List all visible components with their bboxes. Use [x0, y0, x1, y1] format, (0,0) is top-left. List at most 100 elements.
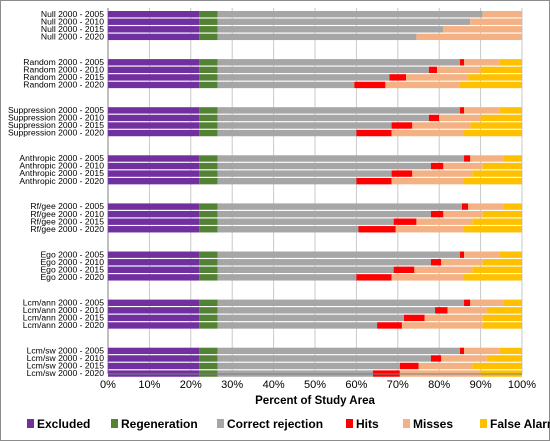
bar-segment-false-alarms — [464, 177, 522, 185]
bar-segment-correct-rejection — [217, 11, 483, 18]
bar-segment-regeneration — [199, 33, 218, 41]
category-label: Ego 2000 - 2010 — [40, 257, 104, 267]
bar-segment-excluded — [108, 59, 200, 66]
bar-segment-hits — [399, 362, 419, 370]
bar-segment-regeneration — [199, 307, 218, 314]
bar-segment-hits — [464, 299, 471, 306]
bar-segment-false-alarms — [464, 129, 522, 137]
bar-segment-misses — [439, 114, 481, 122]
bar-segment-misses — [416, 33, 522, 41]
bar-segment-hits — [464, 155, 471, 162]
bar-segment-misses — [482, 11, 522, 18]
bar-segment-regeneration — [199, 266, 218, 273]
bar-segment-misses — [470, 155, 504, 162]
bar-segment-correct-rejection — [217, 299, 465, 306]
bar-segment-misses — [468, 203, 504, 210]
bar-segment-misses — [412, 122, 471, 129]
bar-segment-hits — [459, 107, 465, 114]
bar-segment-misses — [437, 66, 481, 74]
bar-segment-regeneration — [199, 259, 218, 266]
bar-segment-hits — [356, 177, 392, 185]
bar-segment-regeneration — [199, 155, 218, 162]
bar-segment-excluded — [108, 203, 200, 210]
bar-segment-false-alarms — [482, 162, 522, 170]
category-label: Lcm/sw 2000 - 2005 — [27, 346, 105, 356]
bar-segment-misses — [464, 347, 500, 355]
category-label: Null 2000 - 2020 — [41, 31, 104, 41]
bar-segment-false-alarms — [472, 266, 522, 273]
x-tick-label: 10% — [138, 379, 160, 391]
x-tick-label: 80% — [428, 379, 450, 391]
bar-segment-regeneration — [199, 170, 218, 177]
bar-segment-excluded — [108, 347, 200, 355]
bar-segment-excluded — [108, 362, 200, 370]
bar-segment-excluded — [108, 162, 200, 170]
bar-segment-correct-rejection — [217, 210, 431, 218]
bar-segment-misses — [412, 170, 473, 177]
legend-swatch-regeneration — [111, 419, 118, 428]
x-axis: 0% 10% 20% 30% 40% 50% 60% 70% 80% 90% 100% — [100, 373, 536, 391]
bar-segment-regeneration — [199, 177, 218, 185]
bar-segment-excluded — [108, 170, 200, 177]
bar-segment-regeneration — [199, 114, 218, 122]
bar-segment-excluded — [108, 26, 200, 33]
bar-segment-false-alarms — [464, 226, 522, 233]
x-tick-label: 50% — [304, 379, 326, 391]
bar-segment-misses — [391, 129, 465, 137]
bar-segment-hits — [459, 347, 465, 355]
bar-segment-misses — [391, 274, 465, 281]
category-label: Ego 2000 - 2005 — [40, 249, 104, 259]
bar-segment-correct-rejection — [217, 129, 357, 137]
bar-segment-correct-rejection — [217, 33, 417, 41]
bar-segment-regeneration — [199, 322, 218, 329]
bar-segment-excluded — [108, 122, 200, 129]
bar-segment-correct-rejection — [217, 122, 392, 129]
category-label: Anthropic 2000 - 2010 — [19, 161, 104, 171]
bar-segment-misses — [464, 59, 500, 66]
category-label: Suppression 2000 - 2015 — [8, 120, 104, 130]
bar-segment-false-alarms — [472, 362, 522, 370]
bar-segment-hits — [435, 307, 448, 314]
category-label: Lcm/ann 2000 - 2015 — [23, 313, 104, 323]
category-label: Ego 2000 - 2020 — [40, 272, 104, 282]
category-label: Random 2000 - 2020 — [23, 80, 104, 90]
bar-segment-regeneration — [199, 162, 218, 170]
bar-segment-correct-rejection — [217, 59, 460, 66]
bar-segment-misses — [395, 226, 465, 233]
bar-segment-excluded — [108, 251, 200, 258]
bar-segment-hits — [354, 81, 386, 89]
bar-segment-excluded — [108, 218, 200, 225]
legend-swatch-false-alarms — [480, 419, 487, 428]
bar-segment-regeneration — [199, 314, 218, 322]
bar-segment-hits — [428, 114, 440, 122]
category-label: Lcm/sw 2000 - 2020 — [27, 368, 105, 378]
bar-segment-misses — [406, 74, 469, 81]
bar-segment-excluded — [108, 18, 200, 25]
legend-swatch-hits — [346, 419, 353, 428]
category-label: Lcm/sw 2000 - 2010 — [27, 353, 105, 363]
bar-segment-hits — [358, 226, 396, 233]
bar-segment-false-alarms — [470, 122, 522, 129]
bar-segment-hits — [459, 251, 465, 258]
bar-segment-false-alarms — [472, 218, 522, 225]
bar-segment-misses — [470, 18, 522, 25]
bar-segment-false-alarms — [503, 299, 522, 306]
bar-segment-hits — [459, 59, 465, 66]
bar-segment-false-alarms — [482, 322, 522, 329]
bar-segment-false-alarms — [486, 355, 522, 362]
bar-segment-excluded — [108, 155, 200, 162]
legend-label: Correct rejection — [227, 417, 323, 431]
bar-segment-false-alarms — [486, 307, 522, 314]
bar-segment-excluded — [108, 114, 200, 122]
category-label: Suppression 2000 - 2010 — [8, 113, 104, 123]
legend-swatch-excluded — [27, 419, 34, 428]
bar-segment-regeneration — [199, 274, 218, 281]
category-label: Ego 2000 - 2015 — [40, 264, 104, 274]
bar-segment-hits — [430, 210, 444, 218]
bar-segment-correct-rejection — [217, 322, 378, 329]
bar-segment-regeneration — [199, 226, 218, 233]
bar-segment-excluded — [108, 299, 200, 306]
category-label: Random 2000 - 2010 — [23, 64, 104, 74]
bar-segment-misses — [416, 218, 473, 225]
